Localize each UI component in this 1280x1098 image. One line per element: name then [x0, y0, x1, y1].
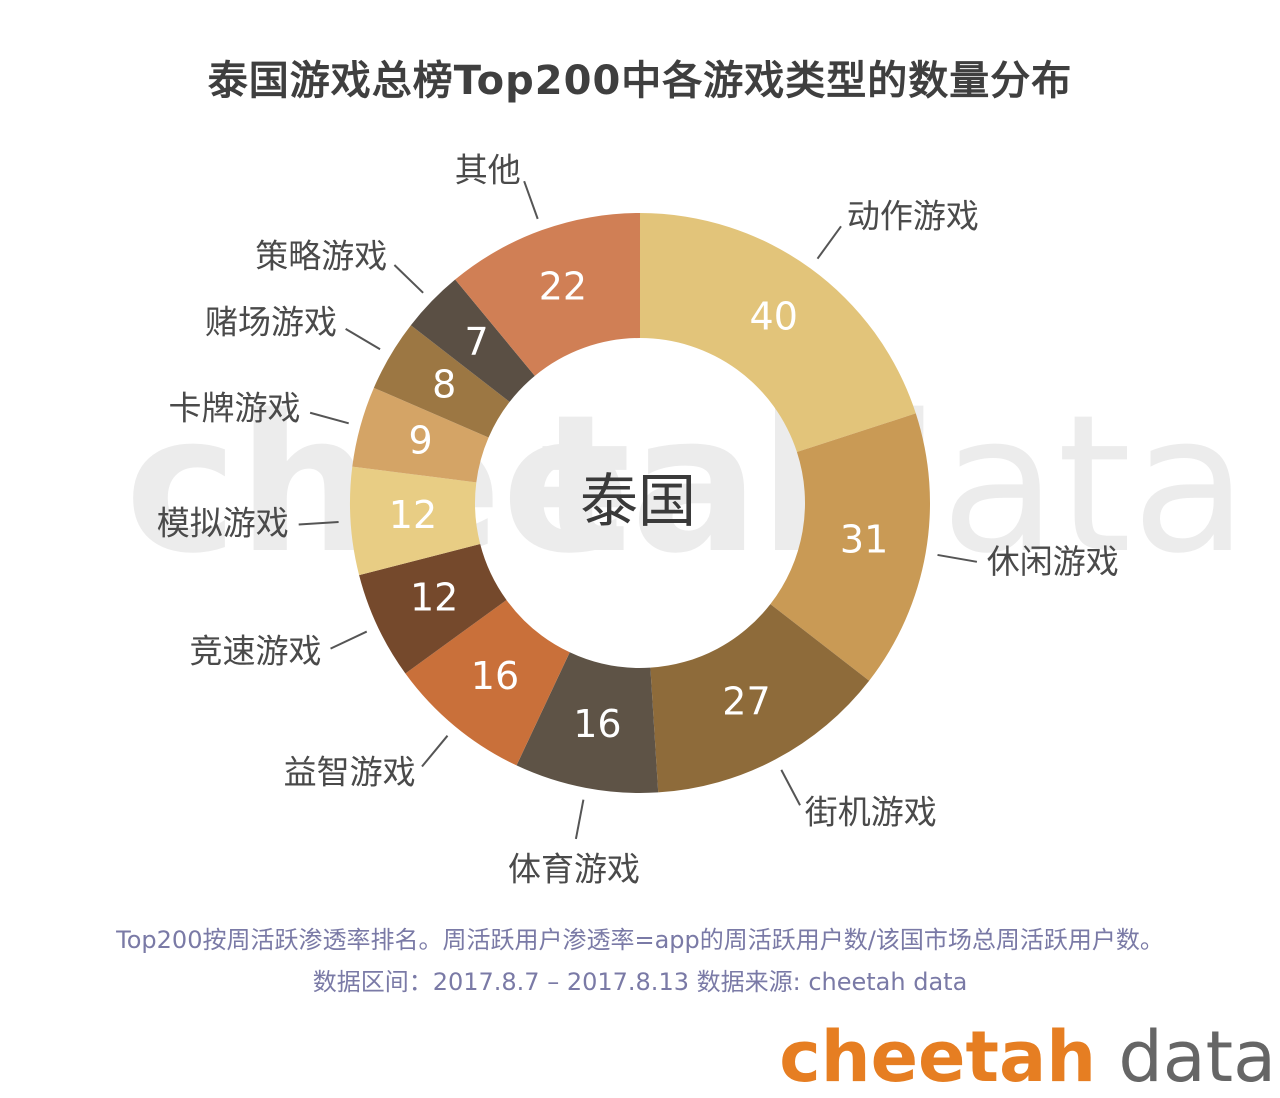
donut-slice [359, 544, 507, 674]
callout-line [780, 769, 801, 806]
slice-value-label: 27 [722, 680, 770, 724]
category-label: 动作游戏 [847, 197, 979, 236]
slice-value-label: 9 [408, 418, 432, 462]
category-label: 休闲游戏 [987, 542, 1119, 581]
slice-values: 40 31 27 16 16 12 12 987 22 [389, 264, 889, 746]
donut-slice [405, 599, 570, 766]
category-label: 益智游戏 [284, 753, 416, 792]
donut-slice [516, 652, 659, 793]
slice-value-label: 7 [465, 320, 489, 364]
slice-value-label: 22 [539, 264, 587, 308]
donut-slice [350, 466, 481, 576]
slice-value-label: 16 [573, 702, 621, 746]
callout-line [816, 225, 842, 260]
logo-brand: cheetah [779, 1016, 1097, 1098]
donut-slice [455, 213, 640, 376]
chart-title: 泰国游戏总榜Top200中各游戏类型的数量分布 [207, 58, 1073, 104]
slice-value-label: 8 [432, 363, 456, 407]
callout-line [298, 520, 339, 526]
donut-slice [352, 387, 489, 483]
category-label: 策略游戏 [255, 237, 387, 276]
donut-slice [650, 604, 870, 793]
callout-line [393, 264, 424, 294]
center-label: 泰国 [580, 467, 696, 535]
category-label: 模拟游戏 [157, 504, 289, 543]
category-label: 竞速游戏 [190, 631, 322, 670]
slice-value-label: 40 [750, 294, 798, 338]
donut-slice [373, 325, 510, 438]
category-label: 街机游戏 [805, 793, 937, 832]
donut-slice [770, 413, 930, 681]
category-label: 赌场游戏 [205, 302, 337, 341]
callout-line [574, 799, 585, 840]
category-label: 其他 [455, 150, 521, 189]
slice-value-label: 12 [410, 575, 458, 619]
callout-line [937, 553, 978, 563]
category-label: 体育游戏 [508, 849, 640, 888]
brand-logo: cheetah data [779, 1022, 1276, 1092]
callout-line [523, 180, 539, 220]
logo-suffix: data [1118, 1016, 1276, 1098]
callout-line [330, 630, 368, 650]
footnote-method: Top200按周活跃渗透率排名。周活跃用户渗透率=app的周活跃用户数/该国市场… [116, 926, 1164, 954]
footnote-source: 数据区间：2017.8.7 – 2017.8.13 数据来源: cheetah … [312, 968, 968, 996]
slice-value-label: 16 [471, 654, 519, 698]
slice-value-label: 31 [840, 518, 888, 562]
callout-line [421, 735, 449, 768]
donut-slices [350, 213, 930, 793]
donut-slice [640, 213, 916, 453]
callout-line [345, 328, 381, 351]
slice-value-label: 12 [389, 493, 437, 537]
callout-line [309, 411, 349, 425]
donut-slice [410, 279, 535, 402]
category-label: 卡牌游戏 [168, 389, 300, 428]
